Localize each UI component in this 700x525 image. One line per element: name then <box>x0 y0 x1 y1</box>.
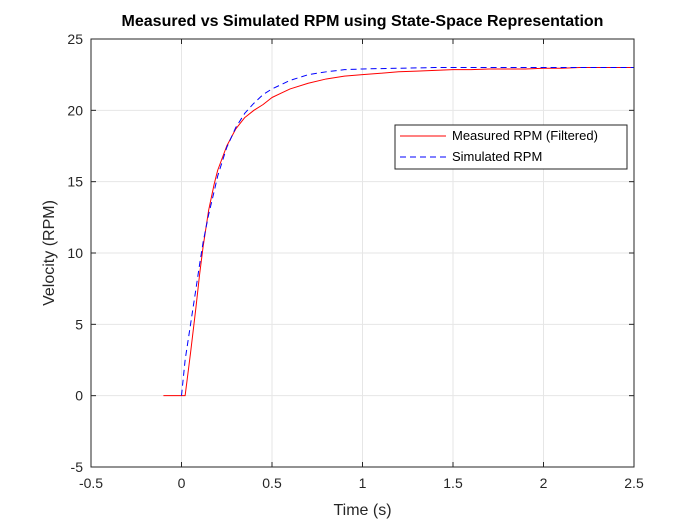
axis-ticks: -0.5 0 0.5 1 1.5 2 2.5 -5 0 5 10 15 20 25 <box>67 31 644 491</box>
measured-rpm-line <box>163 67 634 397</box>
legend: Measured RPM (Filtered) Simulated RPM <box>394 124 628 170</box>
x-tick-label: 2.5 <box>624 475 644 491</box>
y-tick-label: 20 <box>67 102 83 118</box>
y-axis-label: Velocity (RPM) <box>41 200 58 306</box>
x-tick-label: -0.5 <box>79 475 103 491</box>
simulated-rpm-line <box>181 67 634 396</box>
x-axis-label: Time (s) <box>333 502 391 519</box>
chart-title: Measured vs Simulated RPM using State-Sp… <box>122 13 604 30</box>
y-tick-label: 5 <box>75 316 83 332</box>
y-tick-label: 15 <box>67 174 83 190</box>
legend-label-measured: Measured RPM (Filtered) <box>452 128 598 143</box>
x-tick-label: 1 <box>359 475 367 491</box>
legend-box <box>394 124 628 170</box>
y-tick-label: -5 <box>71 459 84 475</box>
y-tick-label: 10 <box>67 245 83 261</box>
y-tick-label: 25 <box>67 31 83 47</box>
x-tick-label: 2 <box>540 475 548 491</box>
legend-label-simulated: Simulated RPM <box>452 149 542 164</box>
series-lines <box>163 67 634 397</box>
y-tick-label: 0 <box>75 388 83 404</box>
x-tick-label: 1.5 <box>443 475 463 491</box>
x-tick-label: 0.5 <box>262 475 282 491</box>
x-tick-label: 0 <box>178 475 186 491</box>
